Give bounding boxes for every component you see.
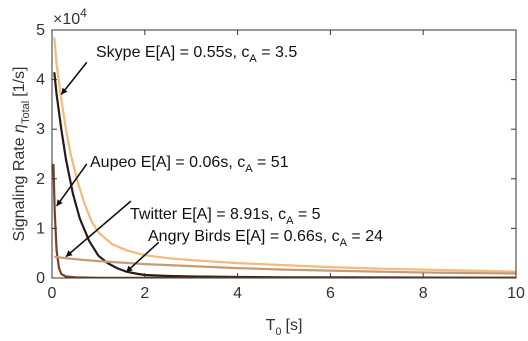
annotation-label: Skype E[A] = 0.55s, cA = 3.5 <box>96 44 297 65</box>
series-line-4 <box>54 255 516 275</box>
x-tick-label: 0 <box>48 285 57 302</box>
annotation-arrow <box>125 241 160 273</box>
annotation-label: Aupeo E[A] = 0.06s, cA = 51 <box>90 154 289 175</box>
axes-box <box>51 29 517 279</box>
y-tick-label: 3 <box>36 121 45 138</box>
annotations: Skype E[A] = 0.55s, cA = 3.5 Aupeo E[A] =… <box>55 44 383 273</box>
plot-background <box>52 30 516 278</box>
annotation-arrowhead <box>126 265 133 272</box>
y-axis-label: Signaling Rate ηTotal[1/s] <box>11 67 32 242</box>
x-tick-label: 6 <box>326 285 335 302</box>
annotation-label: Twitter E[A] = 8.91s, cA = 5 <box>130 206 321 227</box>
annotation-arrowhead <box>56 199 63 207</box>
y-tick-label: 0 <box>36 270 45 287</box>
y-tick-label: 5 <box>36 22 45 39</box>
annotation-label: Angry Birds E[A] = 0.66s, cA = 24 <box>148 228 383 249</box>
y-tick-label: 2 <box>36 171 45 188</box>
x-tick-label: 2 <box>140 285 149 302</box>
y-axis-exponent: ×104 <box>53 6 87 28</box>
y-tick-label: 4 <box>36 72 45 89</box>
axes: 0 2 4 6 8 10 0 1 2 3 4 5 <box>36 22 525 302</box>
series-line-1 <box>53 37 516 273</box>
annotation-arrowhead <box>65 250 73 257</box>
x-tick-label: 4 <box>233 285 242 302</box>
x-tick-label: 10 <box>507 285 525 302</box>
x-axis-label: T0 [s] <box>266 317 303 338</box>
plot-area <box>52 30 516 278</box>
annotation-arrow <box>55 163 88 207</box>
x-tick-label: 8 <box>419 285 428 302</box>
annotation-arrow <box>65 200 132 258</box>
y-tick-label: 1 <box>36 220 45 237</box>
annotation-arrow <box>60 61 88 95</box>
annotation-arrowhead <box>61 87 68 95</box>
